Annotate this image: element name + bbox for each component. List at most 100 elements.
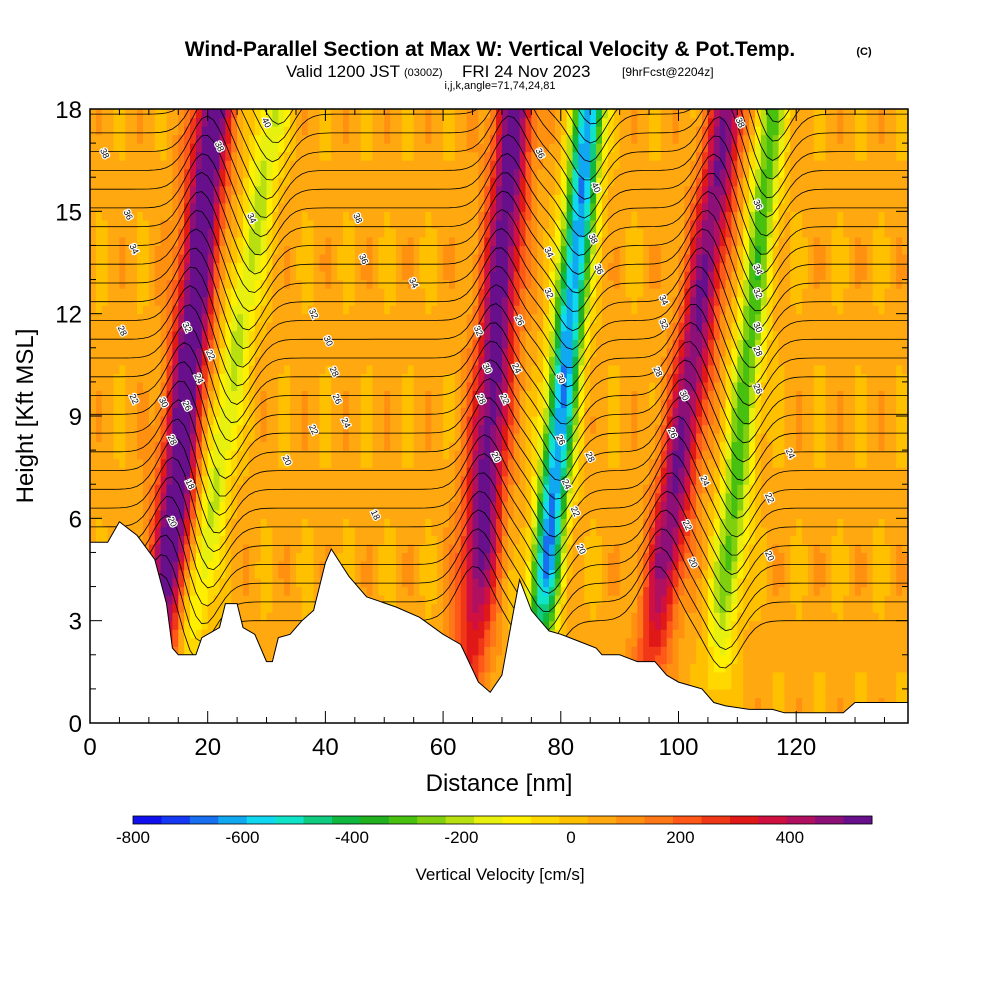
w-cell [172, 381, 179, 392]
w-cell [466, 228, 474, 238]
w-cell [260, 586, 268, 596]
w-cell [448, 168, 456, 178]
w-cell [319, 322, 326, 332]
w-cell [219, 586, 226, 596]
w-cell [384, 296, 391, 306]
w-cell [125, 356, 132, 366]
w-cell [390, 177, 397, 187]
w-cell [131, 202, 138, 212]
w-cell [248, 185, 256, 195]
w-cell [484, 518, 491, 528]
w-cell [231, 168, 238, 178]
w-cell [201, 356, 209, 366]
w-cell [119, 177, 126, 187]
w-cell [325, 262, 332, 272]
w-cell [254, 450, 262, 460]
w-cell [166, 475, 173, 485]
w-cell [448, 194, 456, 204]
w-cell [107, 109, 115, 119]
w-cell [266, 416, 274, 426]
w-cell [101, 185, 109, 195]
w-cell [278, 484, 285, 494]
w-cell [225, 560, 232, 571]
w-cell [160, 236, 168, 247]
w-cell [448, 271, 456, 281]
w-cell [378, 271, 385, 281]
w-cell [301, 450, 309, 460]
w-cell [201, 560, 209, 571]
w-cell [184, 109, 191, 119]
w-cell [490, 322, 497, 332]
w-cell [390, 211, 397, 221]
w-cell [266, 185, 274, 195]
w-cell [472, 484, 480, 494]
w-cell [348, 526, 356, 536]
w-cell [401, 543, 409, 554]
w-cell [295, 245, 303, 255]
w-cell [490, 390, 497, 400]
w-cell [354, 253, 362, 264]
w-cell [301, 526, 309, 536]
w-cell [454, 560, 462, 571]
w-cell [337, 535, 344, 545]
w-cell [119, 143, 126, 153]
w-cell [437, 364, 444, 374]
w-cell [331, 441, 338, 451]
w-cell [401, 501, 409, 511]
w-cell [154, 364, 162, 374]
w-cell [301, 202, 309, 212]
w-cell [490, 441, 497, 451]
w-cell [425, 398, 432, 409]
w-cell [113, 228, 121, 238]
w-cell [313, 271, 321, 281]
w-cell [295, 151, 303, 161]
w-cell [425, 185, 432, 195]
w-cell [184, 364, 191, 374]
w-cell [266, 441, 274, 451]
w-cell [466, 535, 474, 545]
w-cell [443, 620, 450, 630]
w-cell [278, 492, 285, 502]
w-cell [295, 134, 303, 144]
w-cell [219, 296, 226, 306]
w-cell [260, 620, 268, 630]
w-cell [113, 202, 121, 212]
w-cell [225, 364, 232, 374]
w-cell [384, 211, 391, 221]
w-cell [372, 126, 379, 136]
w-cell [172, 117, 179, 127]
w-cell [237, 253, 244, 264]
w-cell [390, 441, 397, 451]
w-cell [460, 219, 468, 229]
w-cell [301, 467, 309, 477]
w-cell [254, 543, 262, 554]
w-cell [295, 390, 303, 400]
w-cell [178, 356, 185, 366]
w-cell [290, 620, 297, 630]
w-cell [431, 356, 438, 366]
w-cell [454, 347, 462, 357]
w-cell [113, 262, 121, 272]
w-cell [484, 262, 491, 272]
w-cell [401, 475, 409, 485]
w-cell [301, 416, 309, 426]
w-cell [419, 134, 427, 144]
w-cell [366, 569, 374, 579]
w-cell [454, 322, 462, 332]
w-cell [472, 467, 480, 477]
w-cell [490, 134, 497, 144]
w-cell [119, 467, 126, 477]
w-cell [313, 305, 321, 315]
w-cell [95, 390, 103, 400]
w-cell [478, 253, 485, 264]
w-cell [125, 126, 132, 136]
w-cell [278, 339, 285, 349]
w-cell [190, 467, 197, 477]
w-cell [213, 492, 221, 502]
w-cell [431, 245, 438, 255]
w-cell [454, 637, 462, 647]
w-cell [225, 305, 232, 315]
w-cell [119, 356, 126, 366]
w-cell [343, 381, 350, 392]
w-cell [284, 262, 291, 272]
